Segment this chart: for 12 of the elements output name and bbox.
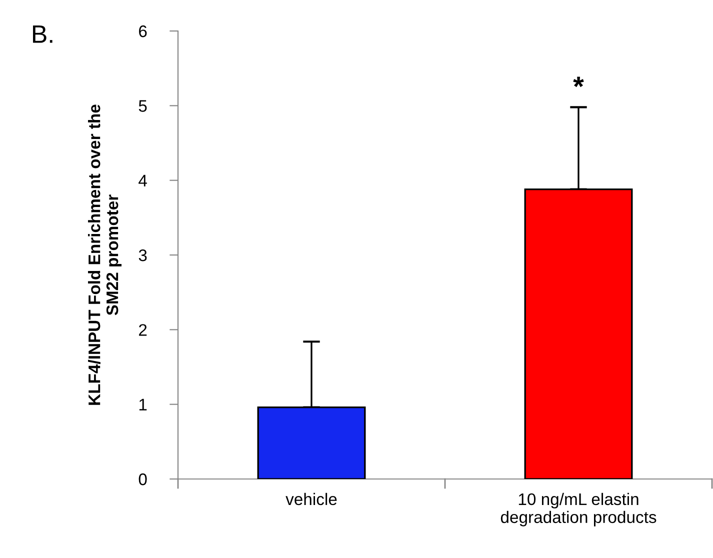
- y-tick-label: 3: [138, 249, 147, 262]
- x-tick-label: 10 ng/mL elastin degradation products: [500, 492, 656, 526]
- annotation: *: [573, 76, 584, 88]
- y-tick-label: 4: [138, 174, 147, 186]
- y-tick-label: 0: [138, 473, 147, 486]
- y-tick-label: 2: [139, 324, 147, 336]
- y-tick-label: 6: [139, 25, 147, 38]
- text: B.: [33, 26, 52, 43]
- y-axis-title: KLF4/INPUT Fold Enrichment over the SM22 promoter: [88, 104, 122, 405]
- y-tick-label: 5: [138, 100, 147, 112]
- x-tick-label: vehicle: [286, 492, 337, 506]
- y-tick-label: 1: [139, 398, 147, 410]
